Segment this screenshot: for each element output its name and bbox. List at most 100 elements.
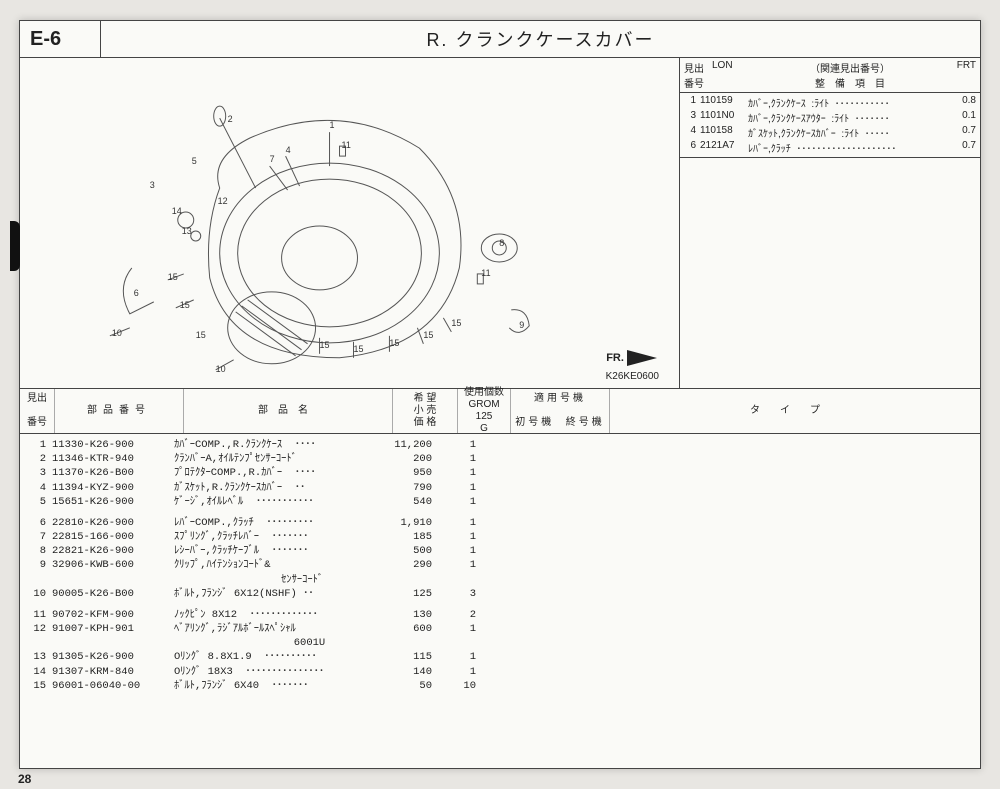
row-partname: ｸﾗﾝﾊﾞｰA,ｵｲﾙﾃﾝﾌﾟｾﾝｻｰｺｰﾄﾞ xyxy=(174,452,376,466)
row-partno: 91007-KPH-901 xyxy=(46,622,174,650)
th-type: タイプ xyxy=(610,389,980,433)
parts-row: 1190702-KFM-900ﾉｯｸﾋﾟﾝ 8X12 ･････････････… xyxy=(26,608,974,622)
upper-area: 123456789101011111213141515151515151515 … xyxy=(20,58,980,388)
row-idx: 10 xyxy=(26,587,46,601)
callout-number: 15 xyxy=(180,300,190,310)
row-price: 140 xyxy=(376,665,432,679)
parts-row: 1491307-KRM-840Oﾘﾝｸﾞ 18X3 ･･････････････… xyxy=(26,665,974,679)
parts-row: 722815-166-000ｽﾌﾟﾘﾝｸﾞ,ｸﾗｯﾁﾚﾊﾞｰ ･･･････18… xyxy=(26,530,974,544)
ref-desc: ｶﾊﾞｰ,ｸﾗﾝｸｹｰｽ :ﾗｲﾄ ･･･････････ xyxy=(748,95,948,110)
ref-idx: 3 xyxy=(684,110,696,125)
callout-number: 1 xyxy=(330,120,335,130)
parts-table: 見出 番号 部品番号 部品名 希 望 小 売 価 格 使用個数 GROM 125… xyxy=(20,388,980,695)
row-partno: 11346-KTR-940 xyxy=(46,452,174,466)
side-tab xyxy=(10,221,20,271)
row-idx: 5 xyxy=(26,495,46,509)
ref-head-lon: LON xyxy=(712,60,752,90)
reference-row: 1110159ｶﾊﾞｰ,ｸﾗﾝｸｹｰｽ :ﾗｲﾄ ･･･････････0.8 xyxy=(684,95,976,110)
row-idx: 11 xyxy=(26,608,46,622)
ref-desc: ﾚﾊﾞｰ,ｸﾗｯﾁ ････････････････････ xyxy=(748,140,948,155)
row-partno: 22821-K26-900 xyxy=(46,544,174,558)
arrow-icon xyxy=(627,350,657,366)
row-partname: ｹﾞｰｼﾞ,ｵｲﾙﾚﾍﾞﾙ ･･･････････ xyxy=(174,495,376,509)
parts-row: 211346-KTR-940ｸﾗﾝﾊﾞｰA,ｵｲﾙﾃﾝﾌﾟｾﾝｻｰｺｰﾄﾞ200… xyxy=(26,452,974,466)
diagram-code: K26KE0600 xyxy=(606,371,659,382)
row-qty: 1 xyxy=(432,665,490,679)
row-partname: ﾎﾞﾙﾄ,ﾌﾗﾝｼﾞ 6X40 ･･･････ xyxy=(174,679,376,693)
ref-lon: 110159 xyxy=(696,95,748,110)
row-partno: 96001-06040-00 xyxy=(46,679,174,693)
row-price: 600 xyxy=(376,622,432,650)
reference-box: 見出 番号 LON （関連見出番号） 整 備 項 目 FRT 1110159ｶﾊ… xyxy=(680,58,980,388)
callout-number: 11 xyxy=(481,268,490,278)
row-idx: 6 xyxy=(26,516,46,530)
callout-number: 5 xyxy=(192,156,197,166)
callout-number: 15 xyxy=(196,330,206,340)
ref-frt: 0.1 xyxy=(948,110,976,125)
parts-row: 1596001-06040-00ﾎﾞﾙﾄ,ﾌﾗﾝｼﾞ 6X40 ･･･････5… xyxy=(26,679,974,693)
reference-header: 見出 番号 LON （関連見出番号） 整 備 項 目 FRT xyxy=(680,58,980,93)
row-price: 125 xyxy=(376,587,432,601)
callout-number: 12 xyxy=(218,196,228,206)
callout-number: 9 xyxy=(519,320,524,330)
row-qty: 10 xyxy=(432,679,490,693)
callout-number: 15 xyxy=(168,272,178,282)
row-idx: 7 xyxy=(26,530,46,544)
fr-direction: FR. xyxy=(606,350,657,366)
parts-table-body: 111330-K26-900ｶﾊﾞｰCOMP.,R.ｸﾗﾝｸｹｰｽ ････11… xyxy=(20,434,980,695)
row-qty: 1 xyxy=(432,544,490,558)
reference-row: 62121A7ﾚﾊﾞｰ,ｸﾗｯﾁ ････････････････････0.7 xyxy=(684,140,976,155)
row-qty: 1 xyxy=(432,481,490,495)
row-partname: ﾌﾟﾛﾃｸﾀｰCOMP.,R.ｶﾊﾞｰ ････ xyxy=(174,466,376,480)
reference-row: 31101N0ｶﾊﾞｰ,ｸﾗﾝｸｹｰｽｱｳﾀｰ :ﾗｲﾄ ･･･････0.1 xyxy=(684,110,976,125)
parts-row: 932906-KWB-600ｸﾘｯﾌﾟ,ﾊｲﾃﾝｼｮﾝｺｰﾄﾞ& ｾﾝｻｰｺｰﾄ… xyxy=(26,558,974,586)
callout-number: 13 xyxy=(182,226,192,236)
ref-frt: 0.8 xyxy=(948,95,976,110)
callout-number: 15 xyxy=(353,344,363,354)
row-partname: ｸﾘｯﾌﾟ,ﾊｲﾃﾝｼｮﾝｺｰﾄﾞ& ｾﾝｻｰｺｰﾄﾞ xyxy=(174,558,376,586)
row-partname: ﾉｯｸﾋﾟﾝ 8X12 ･････････････ xyxy=(174,608,376,622)
parts-row: 822821-K26-900ﾚｼｰﾊﾞｰ,ｸﾗｯﾁｹｰﾌﾞﾙ ･･･････50… xyxy=(26,544,974,558)
row-price: 290 xyxy=(376,558,432,586)
callout-number: 7 xyxy=(270,154,275,164)
ref-idx: 4 xyxy=(684,125,696,140)
ref-idx: 1 xyxy=(684,95,696,110)
ref-frt: 0.7 xyxy=(948,140,976,155)
row-partno: 90702-KFM-900 xyxy=(46,608,174,622)
row-price: 1,910 xyxy=(376,516,432,530)
row-price: 115 xyxy=(376,650,432,664)
row-price: 540 xyxy=(376,495,432,509)
th-idx: 見出 番号 xyxy=(20,389,55,433)
row-partno: 11330-K26-900 xyxy=(46,438,174,452)
row-partname: ｶﾞｽｹｯﾄ,R.ｸﾗﾝｸｹｰｽｶﾊﾞｰ ･･ xyxy=(174,481,376,495)
ref-idx: 6 xyxy=(684,140,696,155)
parts-row: 111330-K26-900ｶﾊﾞｰCOMP.,R.ｸﾗﾝｸｹｰｽ ････11… xyxy=(26,438,974,452)
callout-number: 15 xyxy=(451,318,461,328)
page-number: 28 xyxy=(18,772,31,786)
row-idx: 8 xyxy=(26,544,46,558)
row-price: 130 xyxy=(376,608,432,622)
parts-row: 1391305-K26-900Oﾘﾝｸﾞ 8.8X1.9 ･･････････1… xyxy=(26,650,974,664)
row-partname: ﾎﾞﾙﾄ,ﾌﾗﾝｼﾞ 6X12(NSHF) ･･ xyxy=(174,587,376,601)
row-idx: 12 xyxy=(26,622,46,650)
ref-lon: 2121A7 xyxy=(696,140,748,155)
fr-label: FR. xyxy=(606,352,624,364)
exploded-diagram: 123456789101011111213141515151515151515 xyxy=(20,58,679,388)
parts-table-header: 見出 番号 部品番号 部品名 希 望 小 売 価 格 使用個数 GROM 125… xyxy=(20,389,980,434)
ref-head-frt: FRT xyxy=(948,60,976,90)
ref-frt: 0.7 xyxy=(948,125,976,140)
ref-desc: ｶﾊﾞｰ,ｸﾗﾝｸｹｰｽｱｳﾀｰ :ﾗｲﾄ ･･･････ xyxy=(748,110,948,125)
row-idx: 2 xyxy=(26,452,46,466)
section-title: R. クランクケースカバー xyxy=(101,26,980,52)
callout-number: 10 xyxy=(112,328,122,338)
reference-row: 4110158ｶﾞｽｹｯﾄ,ｸﾗﾝｸｹｰｽｶﾊﾞｰ :ﾗｲﾄ ･････0.7 xyxy=(684,125,976,140)
ref-lon: 1101N0 xyxy=(696,110,748,125)
row-partname: ﾚｼｰﾊﾞｰ,ｸﾗｯﾁｹｰﾌﾞﾙ ･･･････ xyxy=(174,544,376,558)
row-partno: 22810-K26-900 xyxy=(46,516,174,530)
row-qty: 1 xyxy=(432,622,490,650)
section-code: E-6 xyxy=(20,21,101,57)
header-bar: E-6 R. クランクケースカバー xyxy=(20,21,980,58)
row-price: 11,200 xyxy=(376,438,432,452)
ref-head-desc: （関連見出番号） 整 備 項 目 xyxy=(752,60,948,90)
th-price: 希 望 小 売 価 格 xyxy=(393,389,458,433)
